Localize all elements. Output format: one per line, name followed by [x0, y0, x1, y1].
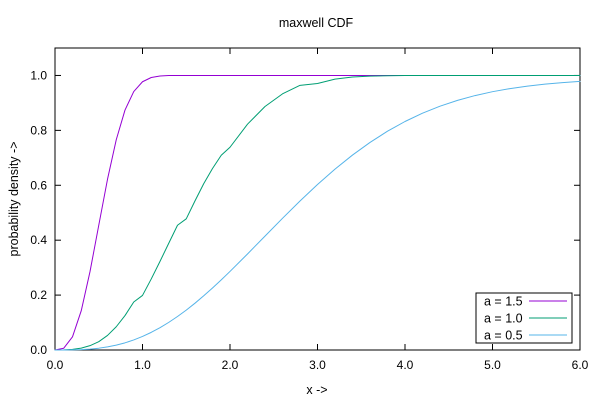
- series-lines: [54, 74, 581, 351]
- series-line-2: [54, 74, 581, 351]
- y-tick-label: 0.2: [30, 288, 47, 302]
- x-axis-label: x ->: [306, 383, 327, 397]
- x-tick-label: 6.0: [572, 358, 589, 372]
- y-tick-label: 1.0: [30, 68, 47, 82]
- legend-label-1: a = 1.5: [484, 295, 523, 309]
- legend: a = 1.5 a = 1.0 a = 0.5: [475, 292, 573, 344]
- legend-label-3: a = 0.5: [484, 329, 523, 343]
- y-tick-label: 0.0: [30, 343, 47, 357]
- x-tick-label: 2.0: [222, 358, 239, 372]
- legend-label-2: a = 1.0: [484, 312, 523, 326]
- y-axis-ticks: 0.0 0.2 0.4 0.6 0.8 1.0: [30, 68, 580, 357]
- x-tick-label: 1.0: [134, 358, 151, 372]
- chart-title: maxwell CDF: [279, 16, 354, 30]
- y-axis-label: probability density ->: [7, 142, 21, 257]
- x-tick-label: 3.0: [309, 358, 326, 372]
- x-tick-label: 0.0: [47, 358, 64, 372]
- x-tick-label: 5.0: [484, 358, 501, 372]
- y-tick-label: 0.6: [30, 178, 47, 192]
- y-tick-label: 0.8: [30, 123, 47, 137]
- x-tick-label: 4.0: [397, 358, 414, 372]
- x-axis-ticks: 0.0 1.0 2.0 3.0 4.0 5.0 6.0: [47, 48, 589, 372]
- series-line-3: [54, 80, 581, 351]
- y-tick-label: 0.4: [30, 233, 47, 247]
